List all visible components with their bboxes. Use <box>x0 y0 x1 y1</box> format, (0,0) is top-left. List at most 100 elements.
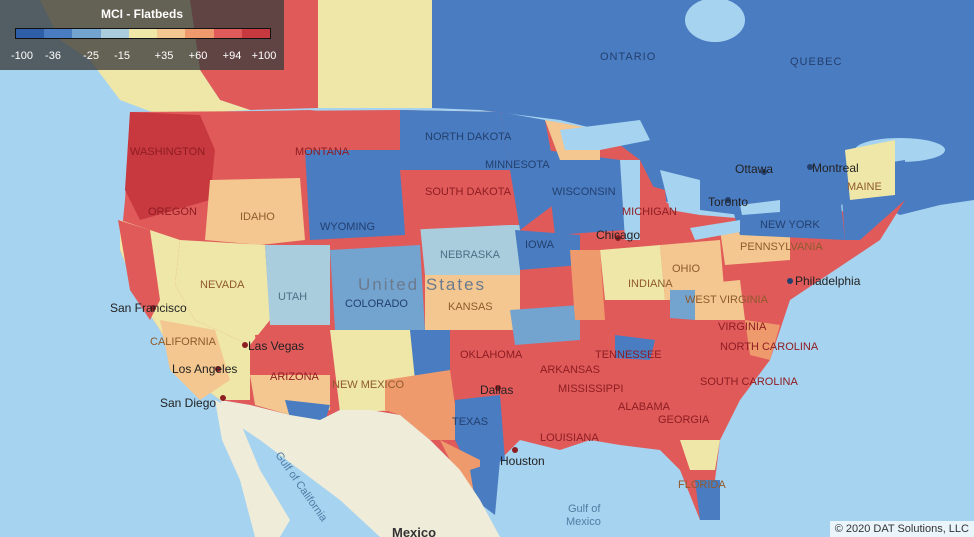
westtexas-region <box>385 370 460 440</box>
legend-tick-label: -25 <box>83 50 99 62</box>
legend-tick-label: +100 <box>251 50 277 62</box>
label-north-carolina: NORTH CAROLINA <box>720 341 819 353</box>
legend-tick-label: -15 <box>114 50 130 62</box>
dot-montreal <box>807 164 813 170</box>
label-mexico: Mexico <box>392 525 436 537</box>
legend-swatch <box>241 29 270 38</box>
tennessee-blue <box>615 335 655 360</box>
label-pennsylvania: PENNSYLVANIA <box>740 241 823 253</box>
label-colorado: COLORADO <box>345 298 408 310</box>
legend-swatch <box>185 29 214 38</box>
label-quebec: QUEBEC <box>790 56 842 68</box>
label-south-dakota: SOUTH DAKOTA <box>425 186 512 198</box>
label-virginia: VIRGINIA <box>718 321 767 333</box>
label-oregon: OREGON <box>148 206 197 218</box>
label-wisconsin: WISCONSIN <box>552 186 616 198</box>
nevada-region <box>175 240 270 345</box>
label-new-york: NEW YORK <box>760 219 820 231</box>
copyright-notice: © 2020 DAT Solutions, LLC <box>829 521 974 537</box>
label-ontario: ONTARIO <box>600 51 656 63</box>
lake-michigan <box>620 160 640 240</box>
newmexico-blue <box>410 330 450 380</box>
city-san-francisco: San Francisco <box>110 301 187 315</box>
legend-tick-label: -36 <box>45 50 61 62</box>
legend-swatch <box>72 29 101 38</box>
city-toronto: Toronto <box>708 195 748 209</box>
iowa-region <box>515 230 580 270</box>
mexico-land <box>220 400 500 537</box>
texas-blue <box>455 395 505 470</box>
california-coast <box>118 220 160 320</box>
westvirginia-region <box>690 280 745 320</box>
label-minnesota: MINNESOTA <box>485 159 550 171</box>
dot-philadelphia <box>787 278 793 284</box>
dot-san-diego <box>220 395 226 401</box>
indiana-region <box>600 245 665 300</box>
label-gulf-of-mexico-1: Gulf of <box>568 503 601 515</box>
legend-swatch <box>157 29 186 38</box>
city-montreal: Montreal <box>812 161 859 175</box>
label-maine: MAINE <box>847 181 882 193</box>
city-las-vegas: Las Vegas <box>248 339 304 353</box>
utah-region <box>265 245 330 325</box>
legend-swatch <box>16 29 45 38</box>
city-houston: Houston <box>500 454 545 468</box>
legend-swatch <box>128 29 158 38</box>
nebraska-region <box>420 225 520 275</box>
canada-sask <box>318 0 432 108</box>
label-california: CALIFORNIA <box>150 336 217 348</box>
city-los-angeles: Los Angeles <box>172 362 237 376</box>
idaho-region <box>205 178 305 245</box>
label-nebraska: NEBRASKA <box>440 249 501 261</box>
label-texas: TEXAS <box>452 416 488 428</box>
label-west-virginia: WEST VIRGINIA <box>685 294 769 306</box>
hudson-water <box>685 0 745 42</box>
dot-dallas <box>495 385 501 391</box>
label-kansas: KANSAS <box>448 301 493 313</box>
dot-toronto <box>725 197 731 203</box>
southeast-coast <box>745 320 780 360</box>
label-georgia: GEORGIA <box>658 414 710 426</box>
dot-ottawa <box>761 169 767 175</box>
lake-superior <box>560 120 650 150</box>
dot-chicago <box>615 235 621 241</box>
legend-swatch <box>100 29 129 38</box>
label-iowa: IOWA <box>525 239 555 251</box>
label-wyoming: WYOMING <box>320 221 375 233</box>
kansas-region <box>425 275 520 330</box>
legend-swatch <box>44 29 73 38</box>
label-washington: WASHINGTON <box>130 146 205 158</box>
label-montana: MONTANA <box>295 146 350 158</box>
florida-region <box>680 440 720 470</box>
minnesota-region <box>500 112 560 230</box>
socal-region <box>160 320 230 400</box>
label-ohio: OHIO <box>672 263 701 275</box>
kentucky-blue <box>670 290 695 320</box>
legend-tick-label: +94 <box>222 50 242 62</box>
legend-title: MCI - Flatbeds <box>100 7 183 21</box>
label-indiana: INDIANA <box>628 278 673 290</box>
city-san-diego: San Diego <box>160 396 216 410</box>
lake-huron <box>660 170 700 215</box>
label-nevada: NEVADA <box>200 279 245 291</box>
dot-los-angeles <box>215 366 221 372</box>
washington-region <box>125 112 215 220</box>
lasvegas-region <box>255 330 330 380</box>
label-alabama: ALABAMA <box>618 401 671 413</box>
label-tennessee: TENNESSEE <box>595 349 662 361</box>
florida-blue <box>695 480 720 520</box>
label-north-dakota: NORTH DAKOTA <box>425 131 512 143</box>
lake-ontario <box>740 200 780 215</box>
city-chicago: Chicago <box>596 228 640 242</box>
canada-east <box>430 0 974 220</box>
label-mississippi: MISSISSIPPI <box>558 383 623 395</box>
label-florida: FLORIDA <box>678 479 726 491</box>
legend: MCI - Flatbeds -100 -36 -25 -15 +35 +60 +94 +10… <box>0 0 284 70</box>
colorado-region <box>330 245 425 330</box>
label-gulf-of-mexico-2: Mexico <box>566 516 601 528</box>
label-united-states: United States <box>358 275 486 294</box>
legend-tick-label: +60 <box>188 50 208 62</box>
missouri-region <box>510 305 580 345</box>
legend-swatch <box>213 29 242 38</box>
